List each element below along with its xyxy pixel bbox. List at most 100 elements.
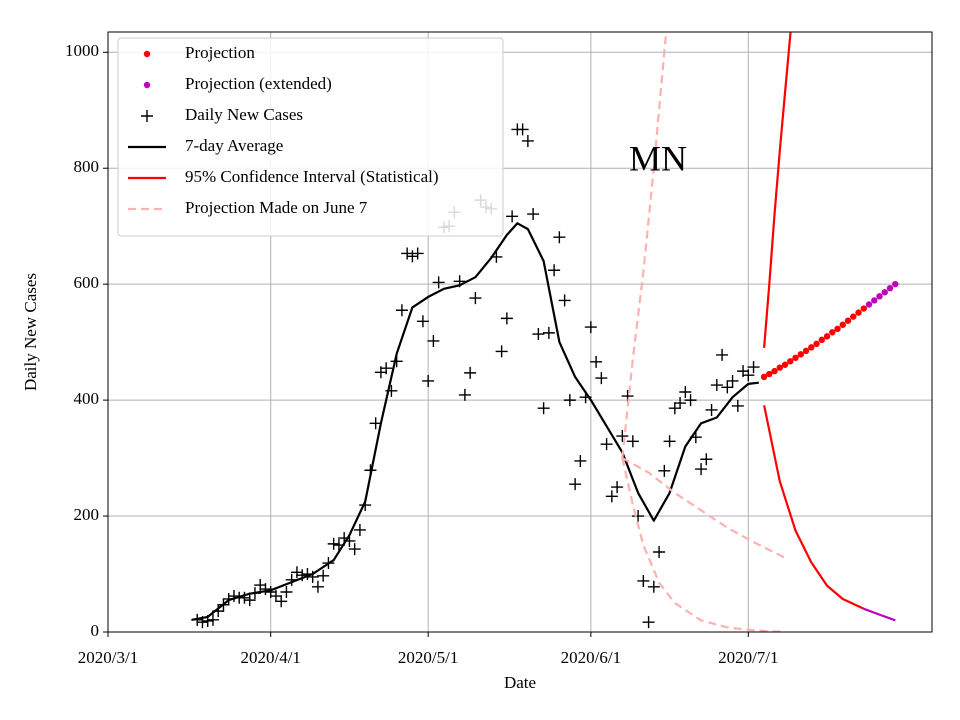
case-point — [516, 123, 529, 136]
case-point — [584, 321, 597, 334]
legend-marker — [143, 50, 151, 58]
projection-point — [818, 336, 825, 344]
line — [191, 222, 759, 621]
legend-label: 7-day Average — [185, 136, 283, 155]
case-point — [679, 386, 692, 398]
projection-point — [771, 367, 778, 375]
line — [763, 405, 865, 610]
x-tick-label: 2020/6/1 — [561, 648, 621, 667]
case-point — [458, 388, 471, 401]
data-layer — [191, 32, 899, 632]
projection-point — [802, 347, 810, 355]
y-tick-label: 0 — [91, 621, 100, 640]
axis-layer: 0 200 400 600 800 1000 2020/3/1 2020/4/1 2020/5/… — [65, 41, 779, 667]
projection-point — [839, 321, 846, 328]
case-point — [542, 326, 555, 339]
y-tick-label: 800 — [74, 157, 100, 176]
projection-point — [865, 301, 873, 308]
case-point — [353, 523, 366, 536]
case-point — [432, 276, 445, 289]
legend-marker — [143, 81, 151, 89]
case-point — [647, 580, 660, 593]
case-point — [527, 208, 540, 221]
projection-point — [829, 329, 836, 336]
case-point — [695, 463, 708, 476]
y-axis-label: Daily New Cases — [21, 273, 40, 391]
case-point — [422, 374, 435, 387]
case-point — [406, 250, 419, 263]
projection-point — [760, 373, 768, 381]
case-point — [558, 294, 571, 307]
case-point — [700, 453, 713, 466]
case-point — [411, 247, 424, 260]
case-point — [290, 566, 303, 579]
projection-point — [834, 325, 841, 333]
case-point — [416, 315, 429, 328]
case-point — [626, 435, 639, 448]
case-point — [238, 591, 251, 604]
case-point — [658, 464, 671, 477]
legend-marker — [141, 110, 153, 122]
case-point — [469, 292, 482, 305]
case-point — [563, 394, 576, 407]
case-point — [574, 454, 587, 467]
legend: Projection Projection (extended) Daily New… — [117, 37, 504, 237]
x-tick-label: 2020/7/1 — [718, 648, 778, 667]
case-point — [311, 580, 324, 593]
y-tick-label: 600 — [74, 273, 100, 292]
case-point — [705, 403, 718, 416]
case-point — [721, 381, 734, 394]
case-point — [742, 369, 755, 382]
projection-point — [823, 333, 831, 340]
case-point — [401, 247, 414, 260]
projection-point — [871, 297, 878, 304]
legend-box — [117, 37, 504, 237]
case-point — [632, 510, 645, 523]
x-tick-label: 2020/3/1 — [78, 648, 138, 667]
case-point — [532, 328, 545, 341]
case-point — [616, 430, 629, 443]
case-point — [327, 537, 340, 550]
projection-point — [813, 340, 820, 348]
legend-label: 95% Confidence Interval (Statistical) — [185, 167, 439, 186]
projection-point — [886, 285, 894, 292]
case-point — [500, 312, 513, 325]
projection-point — [892, 280, 899, 288]
projection-point — [855, 309, 862, 316]
projection-point — [776, 364, 783, 371]
y-tick-label: 400 — [74, 389, 100, 408]
case-point — [427, 334, 440, 347]
dashed-line — [621, 457, 786, 559]
case-point — [747, 361, 760, 374]
projection-point — [850, 313, 857, 320]
case-point — [569, 478, 582, 491]
case-point — [590, 355, 603, 368]
x-tick-label: 2020/5/1 — [398, 648, 458, 667]
case-point — [726, 374, 739, 387]
projection-point — [766, 370, 773, 378]
x-axis-label: Date — [504, 673, 536, 692]
dashed-line — [621, 32, 668, 459]
y-tick-label: 1000 — [65, 41, 99, 60]
projection-point — [844, 317, 852, 324]
case-point — [653, 546, 666, 558]
line — [763, 32, 792, 348]
projection-point — [781, 361, 789, 368]
case-point — [668, 402, 681, 415]
legend-label: Projection — [185, 43, 255, 62]
case-point — [206, 613, 219, 626]
case-point — [317, 569, 330, 582]
plot-frame — [107, 31, 933, 633]
case-point — [674, 397, 687, 410]
case-point — [275, 595, 288, 608]
projection-point — [808, 344, 815, 351]
case-point — [642, 616, 655, 629]
case-point — [280, 586, 293, 598]
case-point — [663, 435, 676, 448]
case-point — [259, 583, 272, 596]
case-point — [595, 372, 608, 385]
case-point — [716, 348, 729, 361]
x-tick-label: 2020/4/1 — [240, 648, 300, 667]
